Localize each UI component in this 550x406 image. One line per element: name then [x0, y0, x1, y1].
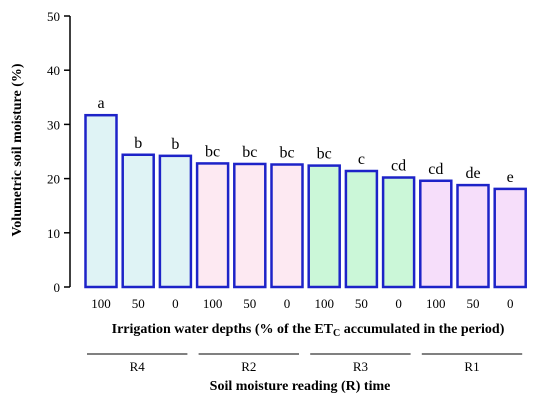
bar-label: b [171, 136, 179, 153]
bar [84, 113, 118, 289]
bar-label: bc [205, 143, 220, 160]
bar [419, 179, 453, 289]
group-axis-title: Soil moisture reading (R) time [210, 379, 391, 394]
group-labels: R4 R2 R3 R1 [87, 353, 523, 374]
bar [493, 187, 527, 289]
group-label: R2 [241, 359, 256, 374]
bar [121, 153, 155, 289]
x-tick-label: 100 [314, 296, 334, 311]
bar-label: cd [391, 158, 406, 175]
x-axis-title-part1: Irrigation water depths (% of the ET [112, 322, 334, 337]
y-tick-label: 50 [47, 9, 60, 24]
x-axis-title-part2: accumulated in the period) [340, 322, 504, 337]
bar [381, 176, 416, 289]
x-tick-label: 0 [507, 296, 514, 311]
bar-label: a [97, 95, 104, 112]
group-label: R4 [130, 359, 146, 374]
x-axis-title: Irrigation water depths (% of the ETC ac… [112, 322, 505, 339]
x-tick-label: 0 [172, 296, 179, 311]
y-axis-title: Volumetric soil moisture (%) [10, 63, 25, 236]
bar-label: e [507, 169, 514, 186]
bar [307, 164, 341, 289]
x-tick-label: 100 [203, 296, 223, 311]
y-tick-label: 20 [47, 172, 60, 187]
bar-label: de [465, 165, 480, 182]
x-tick-label: 0 [284, 296, 291, 311]
y-axis: 0 10 20 30 40 50 [47, 9, 71, 295]
x-tick-label: 100 [426, 296, 446, 311]
x-tick-label: 50 [467, 296, 480, 311]
bar [195, 162, 230, 289]
x-tick-labels: 100 50 0 100 50 0 100 50 0 100 50 0 [91, 296, 513, 311]
bar-labels: a b b bc bc bc bc c cd cd de e [97, 95, 513, 186]
bar [270, 163, 304, 289]
x-tick-label: 100 [91, 296, 111, 311]
bar-label: b [134, 135, 142, 152]
group-label: R3 [353, 359, 368, 374]
x-axis-title-subscript: C [333, 328, 340, 339]
y-tick-label: 30 [47, 117, 60, 132]
bar-label: bc [242, 144, 257, 161]
y-tick-label: 40 [47, 63, 60, 78]
y-tick-label: 10 [47, 226, 60, 241]
x-tick-label: 50 [355, 296, 368, 311]
x-tick-label: 0 [395, 296, 402, 311]
bar-label: c [358, 151, 365, 168]
bar-label: cd [428, 161, 443, 178]
bar [344, 169, 379, 289]
bar-label: bc [317, 146, 332, 163]
x-tick-label: 50 [132, 296, 145, 311]
x-tick-label: 50 [243, 296, 256, 311]
bar-label: bc [279, 145, 294, 162]
bar [233, 162, 267, 289]
bar [158, 154, 193, 289]
group-label: R1 [464, 359, 479, 374]
bar [456, 183, 490, 289]
bars [84, 113, 527, 289]
y-tick-label: 0 [54, 280, 61, 295]
